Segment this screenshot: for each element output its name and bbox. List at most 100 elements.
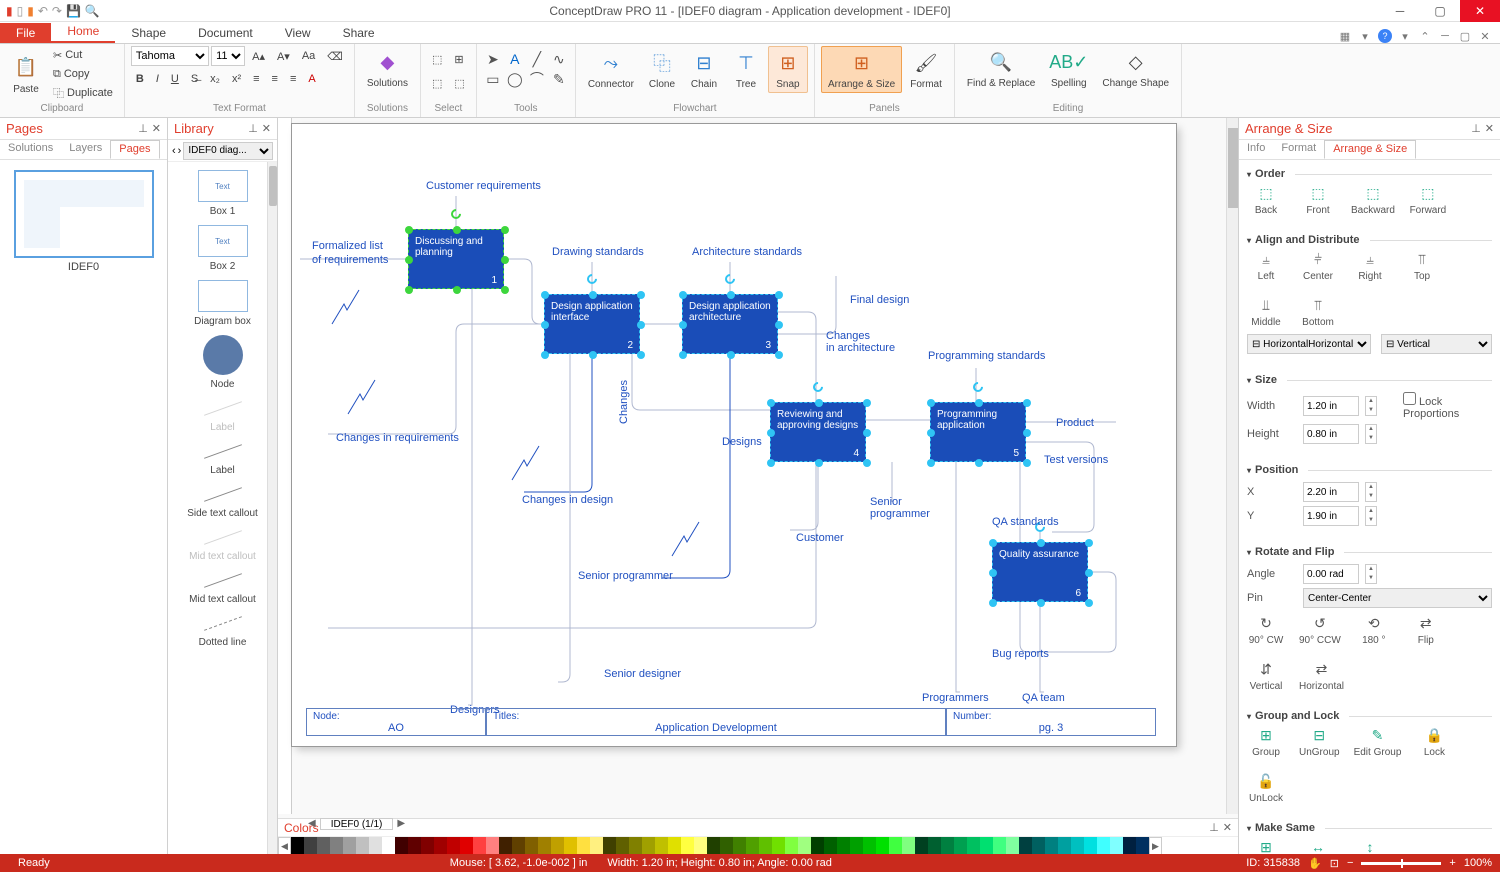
canvas[interactable]: Discussing and planning1Design applicati…: [278, 118, 1238, 854]
change-shape-button[interactable]: ◇Change Shape: [1096, 46, 1175, 91]
color-swatch[interactable]: [408, 837, 421, 854]
lib-item[interactable]: TextBox 1: [168, 166, 277, 221]
tool-line-icon[interactable]: ╱: [527, 50, 547, 68]
align-right[interactable]: ⫨Right: [1351, 250, 1389, 282]
library-select[interactable]: IDEF0 diag...: [183, 142, 273, 160]
order-back[interactable]: ⬚Back: [1247, 184, 1285, 216]
color-swatch[interactable]: [447, 837, 460, 854]
color-swatch[interactable]: [421, 837, 434, 854]
new-icon[interactable]: ▯: [17, 4, 24, 18]
diagram-node[interactable]: Design application interface2: [544, 294, 640, 354]
pin-icon[interactable]: ⊥: [1209, 821, 1219, 834]
color-swatch[interactable]: [603, 837, 616, 854]
lib-item[interactable]: Dotted line: [168, 609, 277, 652]
cut-button[interactable]: ✂ Cut: [48, 46, 118, 64]
app-icon[interactable]: ▮: [6, 4, 13, 18]
rot-cw[interactable]: ↻90° CW: [1247, 614, 1285, 646]
lib-item[interactable]: Node: [168, 331, 277, 394]
color-swatch[interactable]: [356, 837, 369, 854]
tool-arc-icon[interactable]: ⌒: [527, 70, 547, 88]
color-swatch[interactable]: [707, 837, 720, 854]
color-swatch[interactable]: [928, 837, 941, 854]
rtab-arrange[interactable]: Arrange & Size: [1324, 140, 1416, 159]
color-swatch[interactable]: [759, 837, 772, 854]
align-l-icon[interactable]: ≡: [248, 70, 264, 88]
color-swatch[interactable]: [525, 837, 538, 854]
dropdown2-icon[interactable]: ▾: [1398, 29, 1412, 43]
tool-text-icon[interactable]: A: [505, 50, 525, 68]
color-swatch[interactable]: [330, 837, 343, 854]
color-swatch[interactable]: [980, 837, 993, 854]
italic-icon[interactable]: I: [151, 70, 164, 88]
color-swatch[interactable]: [317, 837, 330, 854]
canvas-scroll-v[interactable]: [1226, 118, 1238, 814]
color-swatch[interactable]: [642, 837, 655, 854]
diagram-node[interactable]: Quality assurance6: [992, 542, 1088, 602]
color-swatch[interactable]: [863, 837, 876, 854]
flip-v[interactable]: ⇵Vertical: [1247, 660, 1285, 692]
sel4-icon[interactable]: ⬚: [449, 74, 469, 92]
align-top[interactable]: ⫪Top: [1403, 250, 1441, 282]
minimize-btn[interactable]: ─: [1380, 0, 1420, 22]
tool-curve-icon[interactable]: ∿: [549, 50, 569, 68]
diagram-node[interactable]: Reviewing and approving designs4: [770, 402, 866, 462]
grid-icon[interactable]: ▦: [1338, 29, 1352, 43]
close-icon[interactable]: ✕: [1485, 122, 1494, 135]
grp-lock[interactable]: 🔒Lock: [1415, 726, 1453, 758]
diagram-node[interactable]: Programming application5: [930, 402, 1026, 462]
dist-h-select[interactable]: ⊟ HorizontalHorizontal: [1247, 334, 1371, 354]
close-icon[interactable]: ✕: [152, 122, 161, 135]
paste-button[interactable]: 📋Paste: [6, 52, 46, 97]
color-swatch[interactable]: [850, 837, 863, 854]
duplicate-button[interactable]: ⿻ Duplicate: [48, 84, 118, 102]
color-swatch[interactable]: [512, 837, 525, 854]
lib-item[interactable]: Side text callout: [168, 480, 277, 523]
color-swatch[interactable]: [1032, 837, 1045, 854]
mdi-close-icon[interactable]: ✕: [1478, 29, 1492, 43]
tab-home[interactable]: Home: [51, 21, 115, 43]
color-swatch[interactable]: [1136, 837, 1149, 854]
next-icon[interactable]: ›: [178, 145, 182, 157]
chain-button[interactable]: ⊟Chain: [684, 47, 724, 92]
align-center[interactable]: ⫩Center: [1299, 250, 1337, 282]
color-swatch[interactable]: [590, 837, 603, 854]
color-swatch[interactable]: [967, 837, 980, 854]
y-input[interactable]: [1303, 506, 1359, 526]
grp-edit[interactable]: ✎Edit Group: [1354, 726, 1402, 758]
tool-pointer-icon[interactable]: ➤: [483, 50, 503, 68]
same-height[interactable]: ↕Height: [1351, 838, 1389, 854]
redo-icon[interactable]: ↷: [52, 4, 62, 18]
shrink-font-icon[interactable]: A▾: [272, 47, 295, 65]
tree-button[interactable]: ⊤Tree: [726, 47, 766, 92]
dist-v-select[interactable]: ⊟ Vertical: [1381, 334, 1492, 354]
lib-item[interactable]: Label: [168, 394, 277, 437]
tool-pen-icon[interactable]: ✎: [549, 70, 569, 88]
pin-icon[interactable]: ⊥: [248, 122, 258, 135]
align-left[interactable]: ⫨Left: [1247, 250, 1285, 282]
diagram-node[interactable]: Design application architecture3: [682, 294, 778, 354]
color-swatch[interactable]: [1019, 837, 1032, 854]
copy-button[interactable]: ⧉ Copy: [48, 65, 118, 83]
tool-rect-icon[interactable]: ▭: [483, 70, 503, 88]
align-bottom[interactable]: ⫪Bottom: [1299, 296, 1337, 328]
collapse-icon[interactable]: ⌃: [1418, 29, 1432, 43]
tab-pages[interactable]: Pages: [110, 140, 159, 159]
color-swatch[interactable]: [486, 837, 499, 854]
preview-icon[interactable]: 🔍: [85, 4, 100, 18]
color-swatch[interactable]: [785, 837, 798, 854]
pin-icon[interactable]: ⊥: [138, 122, 148, 135]
color-swatch[interactable]: [304, 837, 317, 854]
rtab-info[interactable]: Info: [1239, 140, 1273, 159]
color-swatch[interactable]: [1045, 837, 1058, 854]
lib-item[interactable]: Diagram box: [168, 276, 277, 331]
close-btn[interactable]: ✕: [1460, 0, 1500, 22]
order-backward[interactable]: ⬚Backward: [1351, 184, 1395, 216]
color-swatch[interactable]: [499, 837, 512, 854]
angle-input[interactable]: [1303, 564, 1359, 584]
lib-item[interactable]: Label: [168, 437, 277, 480]
sheet-tab[interactable]: IDEF0 (1/1): [320, 818, 394, 830]
color-swatch[interactable]: [1123, 837, 1136, 854]
sup-icon[interactable]: x²: [227, 70, 246, 88]
color-swatch[interactable]: [343, 837, 356, 854]
palette-next[interactable]: ▶: [1149, 837, 1162, 854]
